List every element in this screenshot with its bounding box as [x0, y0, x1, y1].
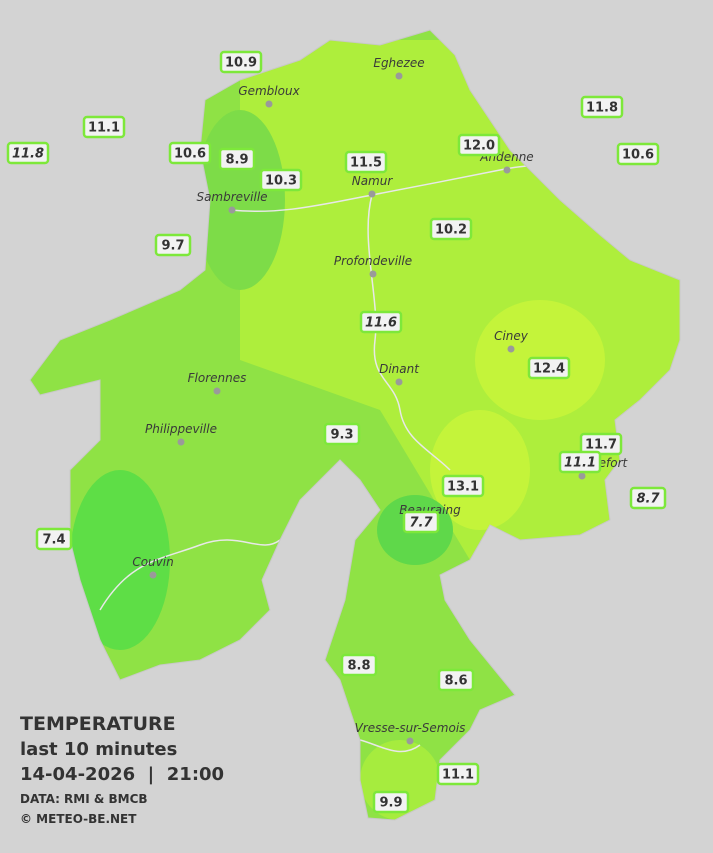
station-box [344, 150, 388, 174]
town-dot [395, 72, 403, 80]
station-value: 10.9 [225, 56, 257, 71]
station-box [359, 310, 403, 334]
town-dot [228, 206, 236, 214]
station-box [259, 168, 303, 192]
legend: TEMPERATURE last 10 minutes 14-04-2026 |… [20, 713, 224, 826]
towns: EghezeeGemblouxAndenneNamurSambrevillePr… [132, 56, 629, 745]
station-value: 8.7 [636, 492, 660, 507]
town-dot [406, 737, 414, 745]
station-value: 11.6 [365, 316, 397, 331]
station-box [372, 790, 410, 814]
town-dot [265, 100, 273, 108]
station-box [340, 653, 378, 677]
station-box [154, 233, 192, 257]
station-box [219, 50, 263, 74]
station-value: 11.5 [350, 156, 382, 171]
legend-subtitle: last 10 minutes [20, 739, 177, 760]
town-dot [177, 438, 185, 446]
town-label: Profondeville [334, 254, 412, 268]
stations: 10.9 11.1 11.8 10.6 8.9 10.3 11.5 12.0 11.8 10.6 9… [6, 50, 667, 814]
station-box [436, 762, 480, 786]
station-value: 12.0 [463, 139, 495, 154]
station-value: 10.3 [265, 174, 297, 189]
town-dot [368, 190, 376, 198]
town-label: Dinant [379, 362, 420, 376]
town-label: Gembloux [238, 84, 300, 98]
station-value: 9.7 [161, 239, 184, 254]
station-value: 13.1 [447, 480, 479, 495]
legend-datetime: 14-04-2026 | 21:00 [20, 764, 224, 785]
town-label: Florennes [188, 371, 247, 385]
station-box [441, 474, 485, 498]
town-dot [149, 571, 157, 579]
station-box [437, 668, 475, 692]
station-value: 11.7 [585, 438, 617, 453]
station-value: 7.4 [42, 533, 65, 548]
town-dot [395, 378, 403, 386]
station-box [558, 450, 602, 474]
town-dot [503, 166, 511, 174]
station-box [629, 486, 667, 510]
station-box [6, 141, 50, 165]
legend-source: DATA: RMI & BMCB [20, 792, 148, 806]
station-value: 8.8 [347, 659, 370, 674]
station-value: 9.9 [379, 796, 402, 811]
station-value: 11.8 [586, 101, 618, 116]
station-box [323, 422, 361, 446]
town-dot [369, 270, 377, 278]
station-value: 11.1 [564, 456, 596, 471]
station-box [168, 141, 212, 165]
legend-copyright: © METEO-BE.NET [20, 812, 137, 826]
station-value: 7.7 [409, 516, 433, 531]
station-value: 11.1 [442, 768, 474, 783]
station-box [457, 133, 501, 157]
station-value: 10.6 [174, 147, 206, 162]
station-value: 11.1 [88, 121, 120, 136]
town-label: Namur [352, 174, 394, 188]
station-box [429, 217, 473, 241]
station-value: 11.8 [12, 147, 44, 162]
station-box [527, 356, 571, 380]
station-value: 9.3 [330, 428, 353, 443]
station-value: 12.4 [533, 362, 565, 377]
town-label: Eghezee [373, 56, 424, 70]
town-label: Sambreville [196, 190, 267, 204]
station-box [35, 527, 73, 551]
station-box [218, 147, 256, 171]
town-label: Couvin [132, 555, 173, 569]
town-dot [507, 345, 515, 353]
town-dot [213, 387, 221, 395]
station-box [82, 115, 126, 139]
station-box [580, 95, 624, 119]
town-label: Ciney [494, 329, 529, 343]
station-value: 8.6 [444, 674, 467, 689]
station-value: 10.2 [435, 223, 467, 238]
station-value: 8.9 [225, 153, 248, 168]
station-box [402, 510, 440, 534]
town-label: Vresse-sur-Semois [355, 721, 466, 735]
legend-title: TEMPERATURE [20, 713, 176, 735]
station-box [616, 142, 660, 166]
station-value: 10.6 [622, 148, 654, 163]
town-label: Philippeville [145, 422, 217, 436]
town-dot [578, 472, 586, 480]
